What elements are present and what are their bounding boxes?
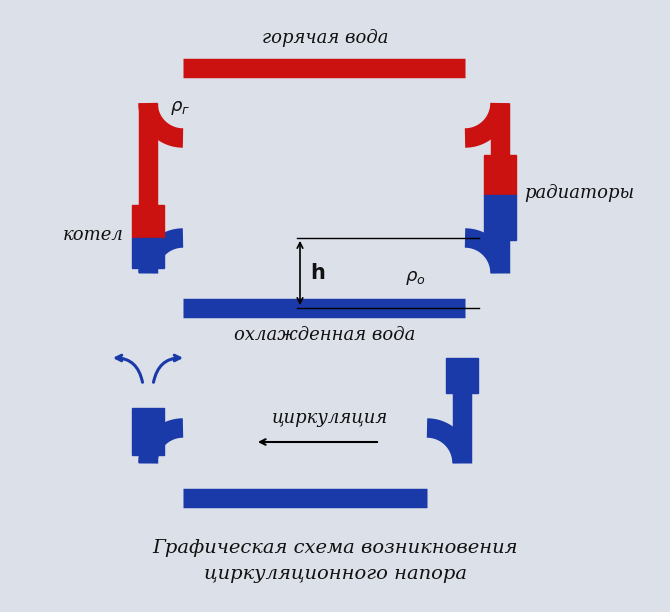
Text: горячая вода: горячая вода (262, 29, 388, 47)
Text: $\rho_о$: $\rho_о$ (405, 269, 425, 287)
Bar (132, 238, 164, 268)
Text: охлажденная вода: охлажденная вода (234, 326, 415, 344)
Bar (446, 358, 478, 393)
Text: радиаторы: радиаторы (524, 184, 634, 202)
Text: h: h (310, 263, 325, 283)
Bar (484, 195, 516, 240)
Text: циркуляция: циркуляция (272, 409, 388, 427)
Text: циркуляционного напора: циркуляционного напора (204, 565, 466, 583)
Text: Графическая схема возникновения: Графическая схема возникновения (152, 539, 518, 557)
Bar (484, 155, 516, 195)
Text: $\rho_г$: $\rho_г$ (170, 99, 190, 117)
Bar (132, 205, 164, 238)
Bar (132, 408, 164, 455)
Text: котел: котел (63, 226, 124, 244)
